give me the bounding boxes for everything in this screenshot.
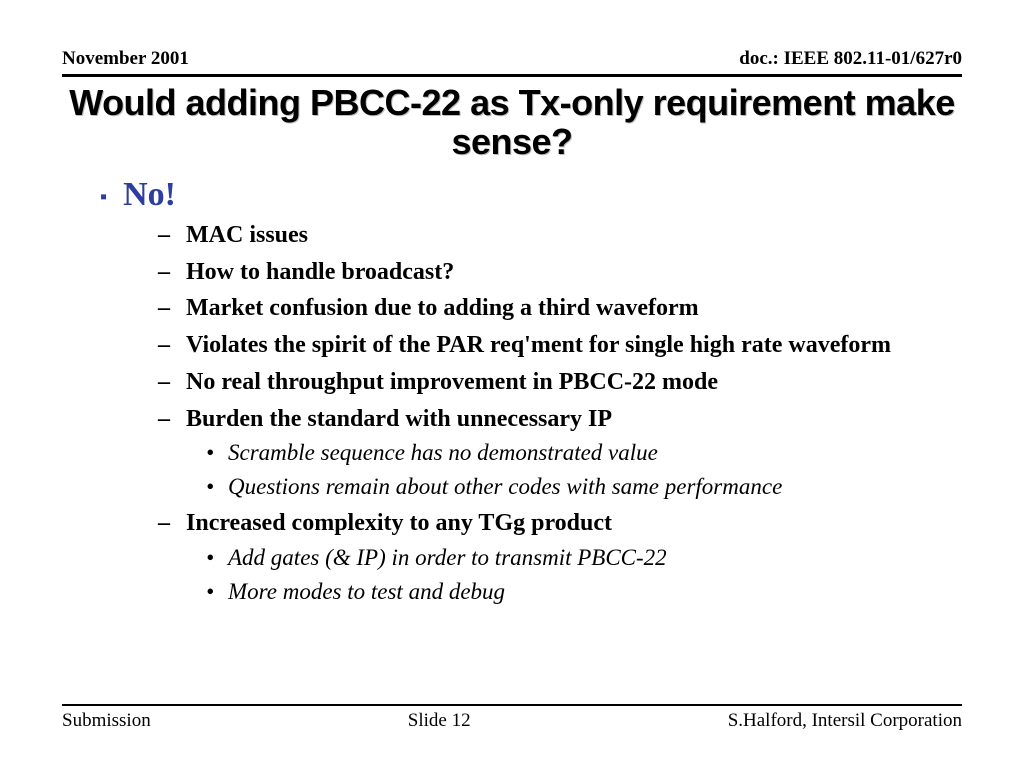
dash-bullet-icon: –	[158, 367, 172, 398]
bullet-level3-text: Questions remain about other codes with …	[228, 472, 782, 502]
header-date: November 2001	[62, 48, 189, 70]
header-rule	[62, 74, 962, 77]
bullet-level2: –MAC issues	[158, 220, 954, 251]
bullet-level3: • More modes to test and debug	[206, 577, 954, 607]
bullet-level2-text: No real throughput improvement in PBCC-2…	[186, 367, 718, 398]
dash-bullet-icon: –	[158, 257, 172, 288]
bullet-level2-text: Violates the spirit of the PAR req'ment …	[186, 330, 891, 361]
bullet-level3: • Questions remain about other codes with…	[206, 472, 954, 502]
bullet-level2: –How to handle broadcast?	[158, 257, 954, 288]
dot-bullet-icon: •	[206, 577, 216, 607]
dash-bullet-icon: –	[158, 508, 172, 539]
dash-bullet-icon: –	[158, 220, 172, 251]
square-bullet-icon: ▪	[100, 186, 107, 209]
bullet-level2: –Increased complexity to any TGg product	[158, 508, 954, 539]
dash-bullet-icon: –	[158, 330, 172, 361]
bullet-level2: –Market confusion due to adding a third …	[158, 293, 954, 324]
bullet-level1: ▪ No!	[100, 176, 954, 214]
bullet-level3-text: More modes to test and debug	[228, 577, 505, 607]
dash-bullet-icon: –	[158, 293, 172, 324]
bullet-level3: • Add gates (& IP) in order to transmit P…	[206, 543, 954, 573]
bullet-level3-text: Scramble sequence has no demonstrated va…	[228, 438, 658, 468]
bullet-level1-text: No!	[123, 176, 176, 214]
footer-rule	[62, 704, 962, 706]
header-docid: doc.: IEEE 802.11-01/627r0	[739, 48, 962, 70]
bullet-level2-text: How to handle broadcast?	[186, 257, 454, 288]
bullet-level2-text: Increased complexity to any TGg product	[186, 508, 612, 539]
dot-bullet-icon: •	[206, 438, 216, 468]
slide-title: Would adding PBCC-22 as Tx-only requirem…	[62, 84, 962, 162]
bullet-level2-text: Market confusion due to adding a third w…	[186, 293, 699, 324]
bullet-level2-text: Burden the standard with unnecessary IP	[186, 404, 612, 435]
slide-content: ▪ No! –MAC issues–How to handle broadcas…	[100, 176, 954, 607]
bullet-level2-text: MAC issues	[186, 220, 308, 251]
bullet-level2: –Burden the standard with unnecessary IP	[158, 404, 954, 435]
bullet-level2: –No real throughput improvement in PBCC-…	[158, 367, 954, 398]
dash-bullet-icon: –	[158, 404, 172, 435]
bullet-level3: • Scramble sequence has no demonstrated v…	[206, 438, 954, 468]
bullet-level3-text: Add gates (& IP) in order to transmit PB…	[228, 543, 667, 573]
footer-left: Submission	[62, 710, 151, 732]
bullet-level2: –Violates the spirit of the PAR req'ment…	[158, 330, 954, 361]
dot-bullet-icon: •	[206, 472, 216, 502]
footer-right: S.Halford, Intersil Corporation	[728, 710, 962, 732]
dot-bullet-icon: •	[206, 543, 216, 573]
footer-center: Slide 12	[408, 710, 471, 732]
